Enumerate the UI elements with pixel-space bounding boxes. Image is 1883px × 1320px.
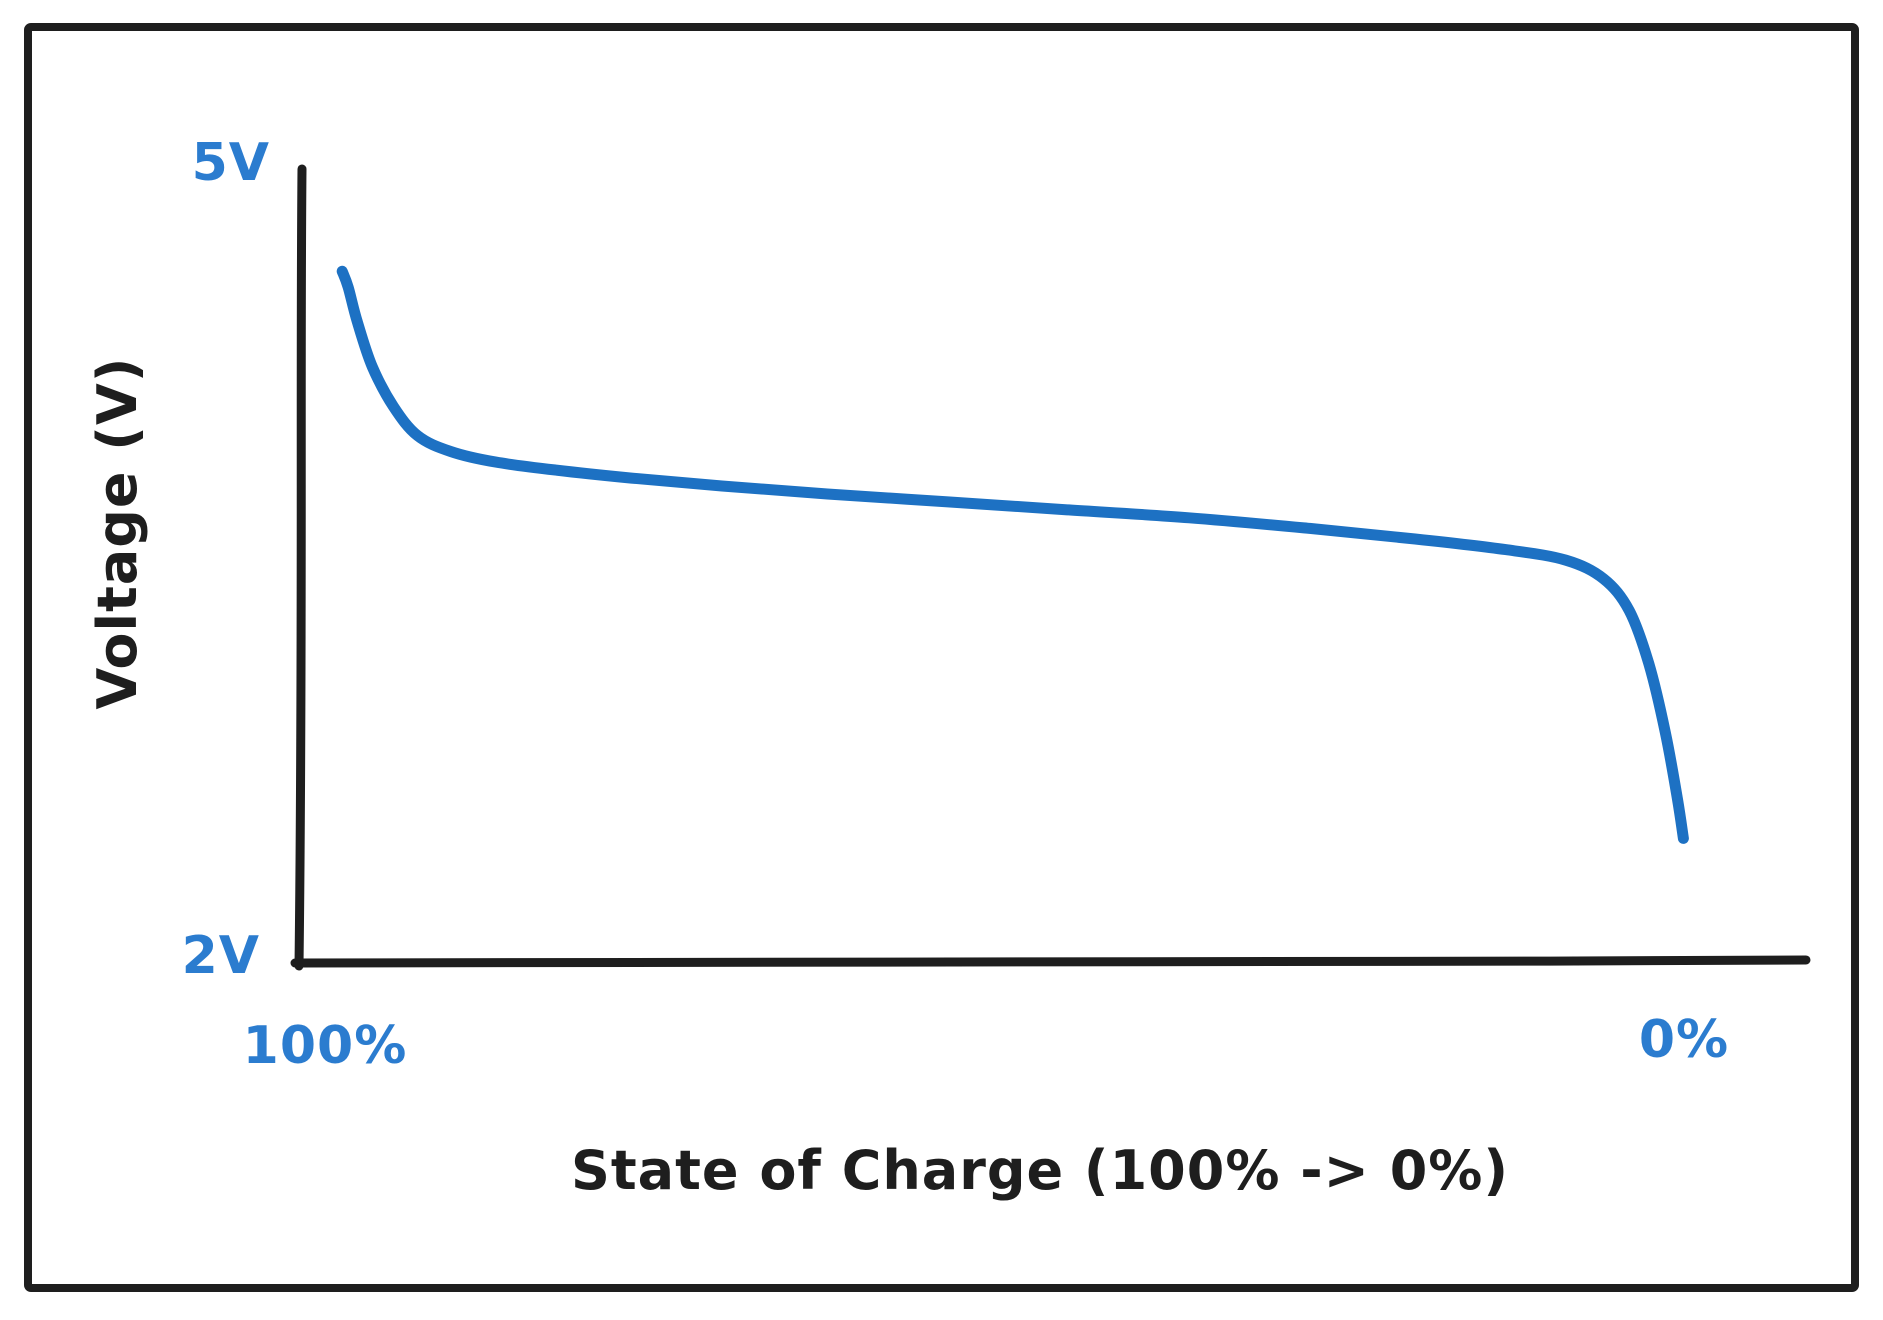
y-axis-max-tick-label: 5V <box>191 133 270 193</box>
x-axis-end-tick-label: 0% <box>1638 1010 1730 1070</box>
y-axis-min-tick-label: 2V <box>181 926 260 986</box>
canvas-frame-border <box>24 23 1859 1292</box>
discharge-curve-line <box>336 265 1689 844</box>
x-axis-title: State of Charge (100% -> 0%) <box>570 1139 1510 1202</box>
x-axis-start-tick-label: 100% <box>242 1016 408 1076</box>
y-axis-line <box>294 164 307 971</box>
x-axis-line <box>290 955 1811 968</box>
y-axis-title: Voltage (V) <box>86 356 149 710</box>
